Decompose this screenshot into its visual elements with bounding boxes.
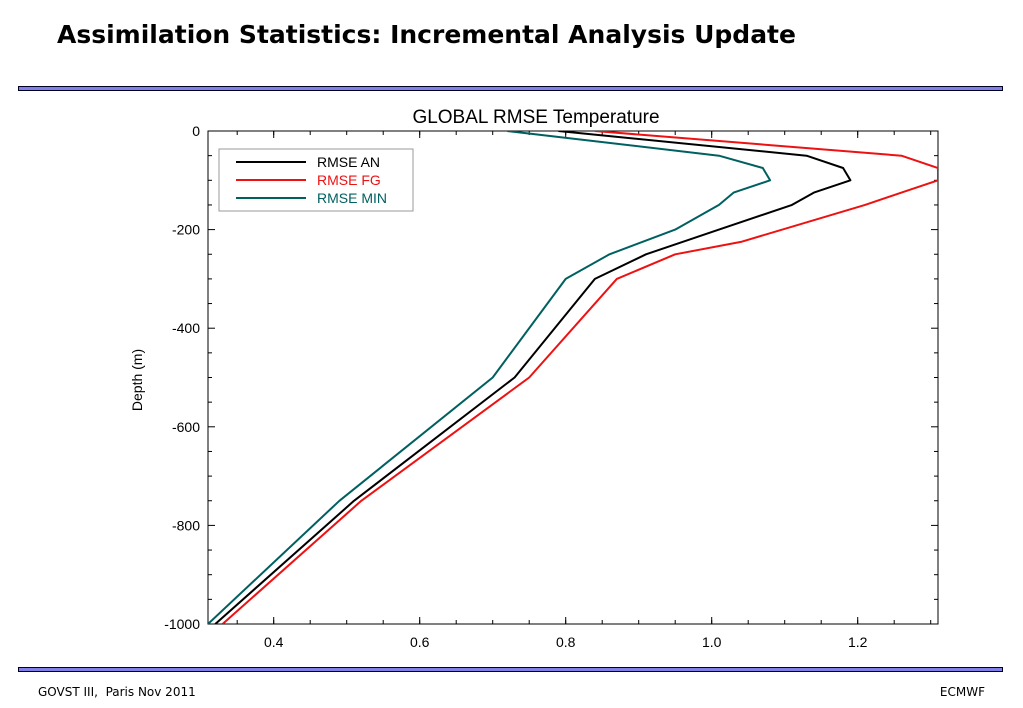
plot-border [207,130,939,625]
footer-divider [18,667,1003,672]
axis-ticks: 0.4 0.6 0.8 1.0 1.2 0 -200 -400 -600 -800 -1000 [164,123,938,650]
header-divider [18,86,1003,91]
y-tick-label: -800 [172,517,200,533]
y-tick-label: -400 [172,320,200,336]
y-tick-label: -600 [172,419,200,435]
plot-area [207,130,939,625]
y-tick-label: -200 [172,222,200,238]
x-tick-label: 1.2 [848,634,868,650]
legend: RMSE AN RMSE FG RMSE MIN [218,148,414,212]
y-tick-label: -1000 [164,616,200,632]
series-line-rmse-an [214,131,852,624]
y-axis-label: Depth (m) [129,349,145,411]
legend-label-rmse-an: RMSE AN [317,154,380,170]
chart-title: GLOBAL RMSE Temperature [412,107,659,128]
x-tick-label: 0.8 [556,634,576,650]
slide-title: Assimilation Statistics: Incremental Ana… [57,20,796,49]
footer-organization: ECMWF [939,685,985,699]
series-lines [208,131,938,624]
x-tick-label: 0.6 [410,634,430,650]
legend-label-rmse-fg: RMSE FG [317,172,381,188]
footer-event: GOVST III, Paris Nov 2011 [38,685,196,699]
x-tick-label: 0.4 [264,634,284,650]
x-tick-label: 1.0 [702,634,722,650]
series-line-rmse-min [208,131,772,624]
y-tick-label: 0 [192,123,200,139]
legend-label-rmse-min: RMSE MIN [317,190,387,206]
series-line-rmse-fg [221,131,938,624]
